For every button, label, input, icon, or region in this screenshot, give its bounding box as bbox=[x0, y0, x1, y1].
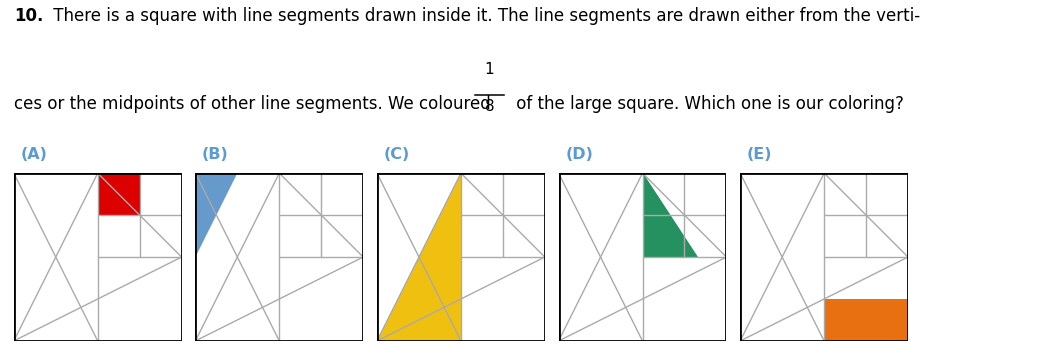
Text: 1: 1 bbox=[484, 62, 495, 77]
Polygon shape bbox=[643, 173, 698, 257]
Text: (B): (B) bbox=[202, 147, 229, 162]
Text: (C): (C) bbox=[383, 147, 410, 162]
Polygon shape bbox=[195, 173, 238, 257]
Text: ces or the midpoints of other line segments. We coloured: ces or the midpoints of other line segme… bbox=[14, 95, 496, 113]
Text: There is a square with line segments drawn inside it. The line segments are draw: There is a square with line segments dra… bbox=[48, 6, 920, 25]
Polygon shape bbox=[377, 173, 461, 341]
Text: (A): (A) bbox=[20, 147, 48, 162]
Text: (E): (E) bbox=[747, 147, 772, 162]
Bar bbox=[824, 299, 908, 341]
Text: 10.: 10. bbox=[14, 6, 44, 25]
Text: 8: 8 bbox=[484, 99, 495, 114]
Text: of the large square. Which one is our coloring?: of the large square. Which one is our co… bbox=[511, 95, 904, 113]
Text: (D): (D) bbox=[565, 147, 594, 162]
Bar bbox=[98, 173, 139, 215]
